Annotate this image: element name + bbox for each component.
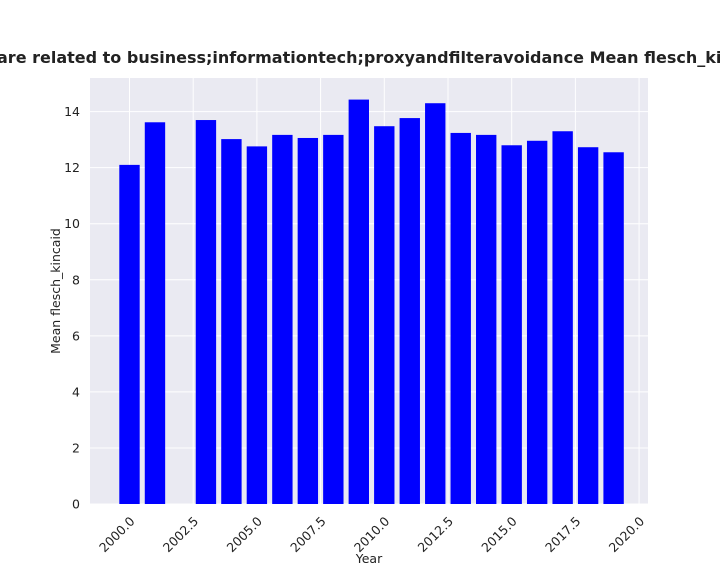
bar-2012 xyxy=(425,103,445,504)
bar-2008 xyxy=(323,135,343,504)
chart-title: are related to business;informationtech;… xyxy=(0,48,720,67)
y-tick-label: 0 xyxy=(72,497,80,512)
x-axis-ticks: 2000.0 2002.5 2005.0 2007.5 2010.0 2012.5 2015… xyxy=(96,513,647,555)
bar-2000 xyxy=(119,165,139,504)
y-axis-label: Mean flesch_kincaid xyxy=(48,228,63,354)
bar-2018 xyxy=(578,147,598,504)
x-tick-label: 2015.0 xyxy=(478,513,520,555)
x-tick-label: 2010.0 xyxy=(351,513,393,555)
x-tick-label: 2005.0 xyxy=(223,513,265,555)
x-axis-label: Year xyxy=(355,551,383,566)
y-tick-label: 12 xyxy=(64,160,80,175)
bar-2014 xyxy=(476,135,496,504)
bar-2019 xyxy=(603,152,623,504)
x-tick-label: 2007.5 xyxy=(287,514,329,556)
x-tick-label: 2012.5 xyxy=(415,514,457,556)
y-tick-label: 10 xyxy=(64,216,80,231)
bar-2006 xyxy=(272,135,292,504)
bar-2005 xyxy=(247,146,267,504)
bar-2017 xyxy=(552,131,572,504)
bar-2010 xyxy=(374,126,394,504)
bar-2013 xyxy=(451,133,471,504)
bar-2015 xyxy=(501,145,521,504)
bar-2007 xyxy=(298,138,318,504)
x-tick-label: 2017.5 xyxy=(542,514,584,556)
bar-2004 xyxy=(221,139,241,504)
bar-2001 xyxy=(145,122,165,504)
y-tick-label: 6 xyxy=(72,328,80,343)
y-tick-label: 8 xyxy=(72,272,80,287)
y-axis-ticks: 0 2 4 6 8 10 12 14 xyxy=(64,104,80,511)
x-tick-label: 2000.0 xyxy=(96,513,138,555)
bar-2011 xyxy=(400,118,420,504)
bar-2016 xyxy=(527,141,547,504)
bar-2003 xyxy=(196,120,216,504)
y-tick-label: 2 xyxy=(72,440,80,455)
y-tick-label: 14 xyxy=(64,104,80,119)
y-tick-label: 4 xyxy=(72,384,80,399)
x-tick-label: 2002.5 xyxy=(160,514,202,556)
bar-2009 xyxy=(349,100,369,504)
x-tick-label: 2020.0 xyxy=(606,513,648,555)
